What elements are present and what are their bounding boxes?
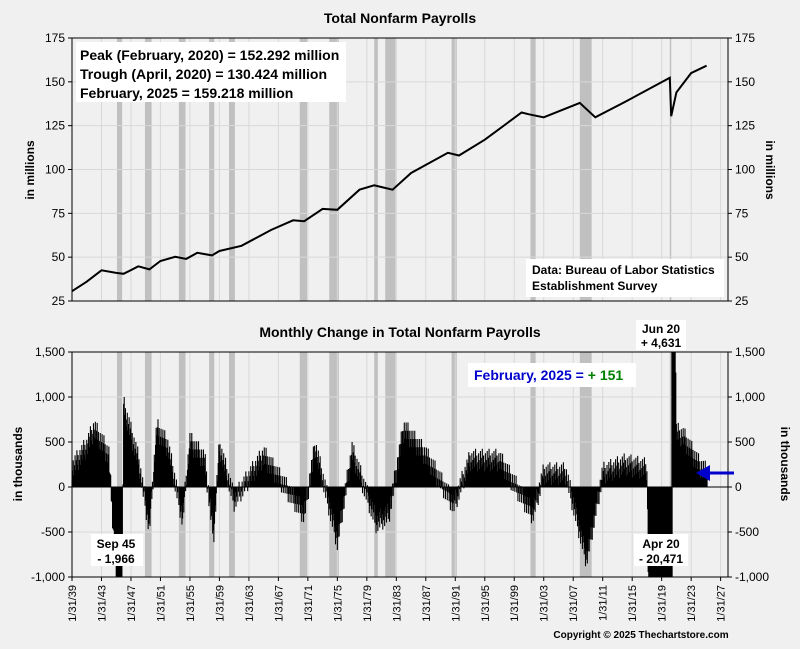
y-tick-label-right: 50 [735, 250, 749, 264]
sep45-value: - 1,966 [97, 552, 135, 566]
recession-band [385, 352, 396, 577]
apr20-value: - 20,471 [639, 552, 683, 566]
recession-band [299, 352, 308, 577]
y-tick-label-right: 125 [735, 119, 755, 133]
y-tick-label-left: 50 [52, 250, 66, 264]
top-y-axis: 175 175 150 150 125 125 100 100 75 75 50 50 25 25 [45, 31, 755, 308]
y-tick-label-left: 1,000 [35, 390, 65, 404]
x-tick-label: 1/31/87 [421, 585, 433, 622]
y-tick-label-left: 0 [58, 480, 65, 494]
y-tick-label-right: 500 [735, 435, 755, 449]
y-tick-label-left: 150 [45, 75, 65, 89]
x-tick-label: 1/31/83 [391, 585, 403, 622]
x-tick-label: 1/31/15 [627, 585, 639, 622]
bottom-chart-title: Monthly Change in Total Nonfarm Payrolls [259, 324, 541, 340]
source-line-2: Establishment Survey [532, 279, 658, 293]
bottom-plot-frame [71, 351, 729, 578]
y-tick-label-left: 1,500 [35, 345, 65, 359]
recession-band [209, 352, 215, 577]
trough-annotation: Trough (April, 2020) = 130.424 million [80, 66, 327, 82]
jun20-value: + 4,631 [641, 336, 682, 350]
x-tick-label: 1/31/91 [450, 585, 462, 622]
monthly-change-bars [71, 352, 708, 577]
y-tick-label-right: 0 [735, 480, 742, 494]
x-tick-label: 1/31/43 [96, 585, 108, 622]
jun20-label: Jun 20 [642, 322, 680, 336]
sep45-label: Sep 45 [97, 537, 136, 551]
recession-band [228, 352, 235, 577]
y-tick-label-right: 175 [735, 31, 755, 45]
apr20-box [634, 534, 688, 566]
copyright-text: Copyright © 2025 Thechartstore.com [553, 630, 728, 641]
y-tick-label-left: 175 [45, 31, 65, 45]
x-axis: 1/31/39 1/31/43 1/31/47 1/31/51 1/31/55 1/31/… [67, 577, 728, 622]
jun20-box [636, 320, 686, 350]
peak-annotation: Peak (February, 2020) = 152.292 million [80, 47, 339, 63]
y-tick-label-left: -1,000 [31, 570, 65, 584]
source-box [526, 259, 724, 297]
payrolls-level-line [71, 64, 708, 293]
apr20-label: Apr 20 [642, 537, 680, 551]
y-tick-label-left: 25 [52, 294, 66, 308]
y-tick-label-left: 100 [45, 163, 65, 177]
y-tick-label-left: 75 [52, 206, 66, 220]
recession-band [669, 352, 672, 577]
latest-change-label: February, 2025 = [474, 367, 588, 383]
y-tick-label-right: 100 [735, 163, 755, 177]
recession-band [530, 352, 536, 577]
top-chart-title: Total Nonfarm Payrolls [324, 10, 476, 26]
x-tick-label: 1/31/71 [303, 585, 315, 622]
y-tick-label-right: 1,500 [735, 345, 765, 359]
recession-band [579, 352, 592, 577]
x-tick-label: 1/31/79 [362, 585, 374, 622]
latest-change-value: + 151 [588, 367, 624, 383]
y-tick-label-right: 25 [735, 294, 749, 308]
y-tick-label-right: -500 [735, 525, 759, 539]
bottom-y-axis: 1,500 1,500 1,000 1,000 500 500 0 0 -500 -500 -1,0… [31, 345, 769, 584]
x-tick-label: 1/31/23 [686, 585, 698, 622]
top-ylabel-right: in millions [763, 140, 777, 200]
x-tick-label: 1/31/47 [126, 585, 138, 622]
recession-band [374, 352, 378, 577]
x-tick-label: 1/31/99 [509, 585, 521, 622]
recession-band [451, 352, 457, 577]
bottom-ylabel-left: in thousands [11, 426, 25, 501]
x-tick-label: 1/31/95 [480, 585, 492, 622]
y-tick-label-left: 500 [45, 435, 65, 449]
latest-change-annotation: February, 2025 = + 151 [474, 367, 623, 383]
x-tick-label: 1/31/39 [67, 585, 79, 622]
source-line-1: Data: Bureau of Labor Statistics [532, 263, 715, 277]
x-tick-label: 1/31/27 [716, 585, 728, 622]
x-tick-label: 1/31/59 [214, 585, 226, 622]
x-tick-label: 1/31/63 [244, 585, 256, 622]
bottom-ylabel-right: in thousands [778, 427, 792, 502]
latest-arrow-icon [696, 465, 734, 481]
x-tick-label: 1/31/03 [539, 585, 551, 622]
recession-band [178, 352, 186, 577]
bottom-recession-bands [116, 352, 672, 577]
y-tick-label-right: 1,000 [735, 390, 765, 404]
y-tick-label-left: 125 [45, 119, 65, 133]
x-tick-label: 1/31/51 [155, 585, 167, 622]
y-tick-label-left: -500 [41, 525, 65, 539]
x-tick-label: 1/31/75 [332, 585, 344, 622]
top-annotation-box [76, 42, 346, 102]
x-tick-label: 1/31/67 [273, 585, 285, 622]
x-tick-label: 1/31/55 [185, 585, 197, 622]
latest-level-annotation: February, 2025 = 159.218 million [80, 85, 293, 101]
recession-band [329, 352, 339, 577]
x-tick-label: 1/31/19 [657, 585, 669, 622]
y-tick-label-right: -1,000 [735, 570, 769, 584]
y-tick-label-right: 75 [735, 206, 749, 220]
y-tick-label-right: 150 [735, 75, 755, 89]
sep45-box [91, 534, 143, 566]
x-tick-label: 1/31/11 [598, 585, 610, 621]
recession-band [144, 352, 152, 577]
x-tick-label: 1/31/07 [568, 585, 580, 622]
top-ylabel-left: in millions [23, 140, 37, 200]
latest-change-box [468, 363, 636, 387]
recession-band [116, 352, 123, 577]
